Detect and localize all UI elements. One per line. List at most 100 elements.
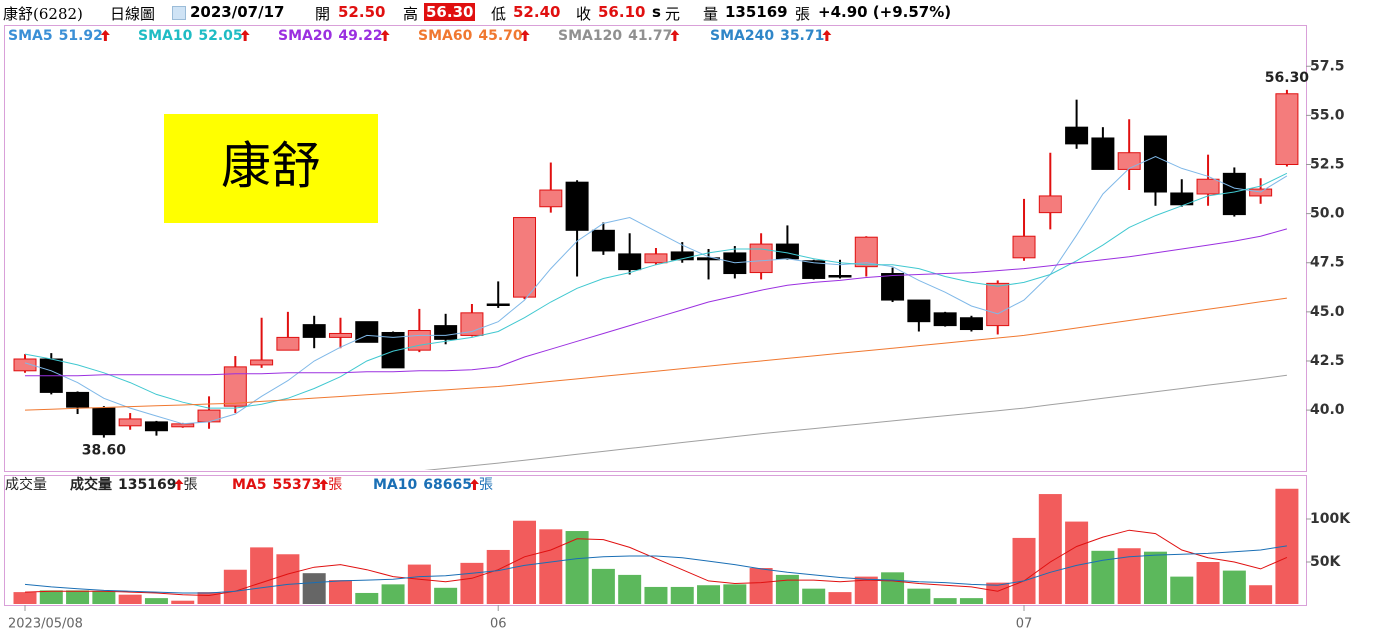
up-arrow [670, 30, 680, 41]
legend-entry: SMA20 49.22 [278, 28, 383, 44]
period[interactable]: 日線圖 [110, 5, 156, 23]
y-tick-label: 40.0 [1310, 402, 1345, 418]
volume-unit: 張 [795, 5, 811, 23]
currency: 元 [665, 5, 681, 23]
volume-bar [749, 568, 773, 604]
volume-bar [381, 584, 405, 604]
ma-line [24, 545, 1287, 594]
volume-bar [171, 600, 195, 604]
volume-bar [118, 594, 142, 604]
legend-name: MA10 [373, 477, 418, 493]
ma-line [24, 172, 1288, 409]
volume-bar [565, 531, 589, 604]
candle-body [723, 252, 747, 275]
candle-body [66, 391, 90, 408]
y-tick-label: 55.0 [1310, 107, 1345, 123]
volume-bar [1091, 550, 1115, 604]
volume-bar [66, 590, 90, 604]
candle-body [197, 409, 221, 423]
volume-bar [513, 520, 537, 604]
volume-bar [670, 586, 694, 604]
candle-body [250, 359, 274, 366]
volume-value: 135169 [725, 3, 788, 21]
up-arrow [319, 479, 329, 490]
legend-entry: SMA10 52.05 [138, 28, 243, 44]
candle-body [1065, 126, 1089, 145]
volume-label: 量 [703, 5, 719, 23]
legend-name: 成交量 [70, 476, 112, 493]
candle-body [1038, 195, 1062, 214]
legend-unit: 張 [328, 477, 342, 493]
legend-value: 55373 [273, 477, 322, 493]
plot-area [13, 89, 1299, 470]
legend-entry: MA5 55373 [232, 477, 321, 493]
volume-bar [539, 529, 563, 604]
legend-name: MA5 [232, 477, 267, 493]
volume-bar [13, 592, 37, 604]
volume-bar [144, 598, 168, 604]
volume-bar [644, 586, 668, 604]
legend-entry: SMA60 45.70 [418, 28, 523, 44]
up-arrow [100, 30, 110, 41]
volume-bar [775, 574, 799, 604]
legend-value: 51.92 [59, 28, 103, 44]
candle-body [381, 331, 405, 369]
dropdown-icon[interactable] [172, 6, 186, 20]
volume-bar [907, 588, 931, 604]
candle-body [854, 236, 878, 268]
volume-bar [1065, 521, 1089, 604]
y-tick-label: 52.5 [1310, 156, 1345, 172]
ma-line [25, 228, 1288, 377]
volume-bar [828, 592, 852, 604]
close-value: 56.10 [598, 3, 646, 21]
legend-name: SMA240 [710, 28, 774, 44]
ma-line [424, 374, 1287, 470]
price-annotation: 56.30 [1265, 70, 1310, 86]
legend-name: SMA10 [138, 28, 193, 44]
candle-body [276, 336, 300, 351]
volume-bar [854, 576, 878, 604]
volume-title: 成交量 [5, 476, 47, 493]
open-value: 52.50 [338, 3, 386, 21]
low-label: 低 [491, 5, 507, 23]
volume-bar [1012, 537, 1036, 604]
legend-name: SMA20 [278, 28, 333, 44]
volume-bar [302, 573, 326, 604]
price-annotation: 38.60 [82, 443, 127, 459]
legend-name: SMA60 [418, 28, 473, 44]
up-arrow [240, 30, 250, 41]
price-panel [4, 25, 1307, 472]
volume-bar [460, 562, 484, 604]
low-value: 52.40 [513, 3, 561, 21]
legend-entry: SMA5 51.92 [8, 28, 103, 44]
y-tick-label: 47.5 [1310, 255, 1345, 271]
volume-bar [355, 592, 379, 604]
candle-body [644, 253, 668, 264]
y-tick-label: 50.0 [1310, 206, 1345, 222]
ma-line [24, 156, 1288, 425]
candle-body [749, 243, 773, 274]
up-arrow [380, 30, 390, 41]
legend-entry: MA10 68665 [373, 477, 472, 493]
y-tick-label: 100K [1310, 511, 1351, 527]
volume-bar [802, 588, 826, 604]
volume-bar [223, 569, 247, 604]
plot-area [13, 488, 1299, 604]
legend-value: 52.05 [198, 28, 242, 44]
legend-value: 35.71 [780, 28, 824, 44]
legend-entry: SMA120 41.77 [558, 28, 672, 44]
volume-bar [697, 585, 721, 604]
up-arrow [174, 479, 184, 490]
legend-value: 45.70 [478, 28, 523, 44]
volume-bar [197, 592, 221, 604]
volume-bar [276, 554, 300, 604]
y-tick-label: 42.5 [1310, 353, 1345, 369]
volume-bar [618, 574, 642, 604]
volume-bar [434, 587, 458, 604]
volume-bar [591, 568, 615, 604]
name-box-text: 康舒 [221, 137, 321, 195]
candle-body [1091, 137, 1115, 170]
candle-body [13, 358, 37, 372]
